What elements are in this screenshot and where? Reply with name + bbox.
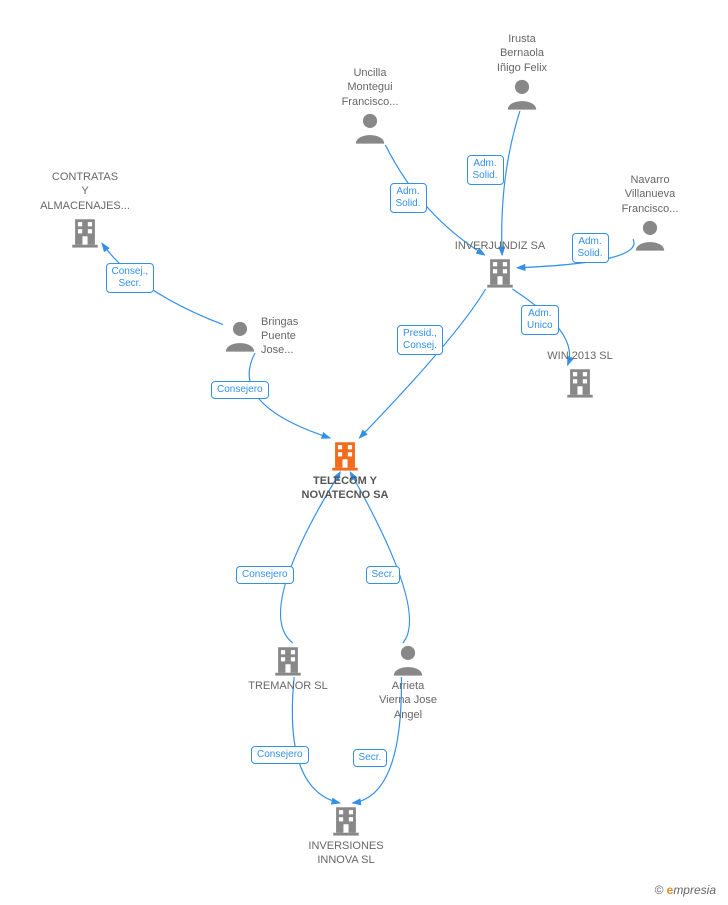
edge-label: Adm.Solid. bbox=[467, 155, 504, 185]
node-label: TELECOM YNOVATECNO SA bbox=[285, 474, 405, 503]
edge-label: Secr. bbox=[353, 749, 388, 767]
node-label: TREMANOR SL bbox=[228, 679, 348, 693]
node-label: UncillaMonteguiFrancisco... bbox=[310, 66, 430, 109]
node-label: IrustaBernaolaIñigo Felix bbox=[462, 32, 582, 75]
edge-label: Consejero bbox=[236, 566, 294, 584]
node-label: NavarroVillanuevaFrancisco... bbox=[590, 173, 710, 216]
node-label: ArrietaVierna JoseAngel bbox=[348, 679, 468, 722]
building-icon[interactable] bbox=[483, 255, 517, 289]
person-icon[interactable] bbox=[391, 643, 425, 677]
edge-label: Consejero bbox=[211, 381, 269, 399]
edge bbox=[359, 289, 485, 438]
person-icon[interactable] bbox=[353, 111, 387, 145]
edge-label: Secr. bbox=[366, 566, 401, 584]
person-icon[interactable] bbox=[633, 218, 667, 252]
person-icon[interactable] bbox=[223, 319, 257, 353]
edge-label: Adm.Solid. bbox=[572, 233, 609, 263]
node-label: INVERSIONESINNOVA SL bbox=[286, 839, 406, 868]
edge-label: Consej.,Secr. bbox=[106, 263, 155, 293]
building-icon[interactable] bbox=[563, 365, 597, 399]
building-icon[interactable] bbox=[329, 803, 363, 837]
edge-label: Adm.Solid. bbox=[390, 183, 427, 213]
edge-label: Presid.,Consej. bbox=[397, 325, 443, 355]
node-label: INVERJUNDIZ SA bbox=[440, 239, 560, 253]
edge bbox=[292, 677, 340, 803]
node-label: WIN 2013 SL bbox=[520, 349, 640, 363]
building-icon[interactable] bbox=[328, 438, 362, 472]
node-label: CONTRATASYALMACENAJES... bbox=[25, 170, 145, 213]
building-icon[interactable] bbox=[271, 643, 305, 677]
footer-credit: © empresia bbox=[654, 883, 716, 897]
edge-label: Consejero bbox=[251, 746, 309, 764]
edge bbox=[502, 111, 520, 255]
edge-label: Adm.Unico bbox=[521, 305, 559, 335]
person-icon[interactable] bbox=[505, 77, 539, 111]
node-label: BringasPuenteJose... bbox=[261, 315, 351, 358]
building-icon[interactable] bbox=[68, 215, 102, 249]
